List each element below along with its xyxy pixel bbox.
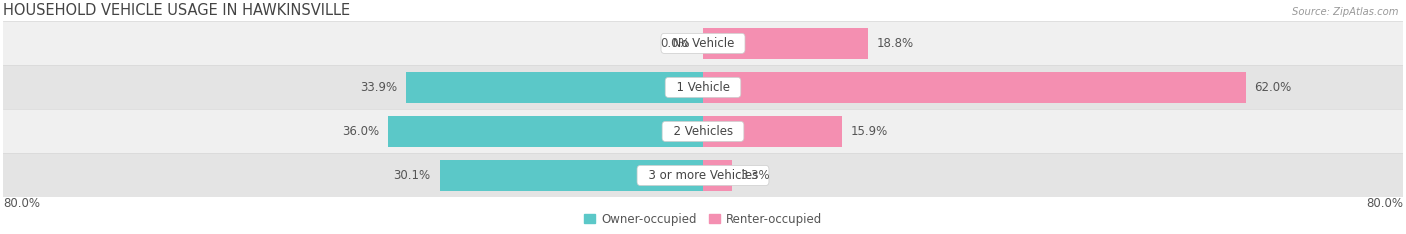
Text: 2 Vehicles: 2 Vehicles [665, 125, 741, 138]
Text: Source: ZipAtlas.com: Source: ZipAtlas.com [1292, 7, 1399, 17]
Text: 0.0%: 0.0% [661, 37, 690, 50]
Text: 30.1%: 30.1% [394, 169, 430, 182]
Bar [703, 72, 1246, 103]
Bar [703, 160, 733, 191]
Bar [3, 154, 1403, 197]
Text: 80.0%: 80.0% [1367, 197, 1403, 211]
Text: 15.9%: 15.9% [851, 125, 889, 138]
Text: 36.0%: 36.0% [342, 125, 380, 138]
Text: 62.0%: 62.0% [1254, 81, 1292, 94]
Text: 18.8%: 18.8% [876, 37, 914, 50]
Text: 1 Vehicle: 1 Vehicle [669, 81, 737, 94]
Text: 33.9%: 33.9% [360, 81, 398, 94]
Legend: Owner-occupied, Renter-occupied: Owner-occupied, Renter-occupied [579, 208, 827, 230]
Text: HOUSEHOLD VEHICLE USAGE IN HAWKINSVILLE: HOUSEHOLD VEHICLE USAGE IN HAWKINSVILLE [3, 3, 350, 18]
Text: 80.0%: 80.0% [3, 197, 39, 211]
Text: 3 or more Vehicles: 3 or more Vehicles [641, 169, 765, 182]
Bar [406, 72, 703, 103]
Text: No Vehicle: No Vehicle [665, 37, 741, 50]
Text: 3.3%: 3.3% [741, 169, 770, 182]
Bar [703, 28, 868, 59]
Bar [3, 66, 1403, 110]
Bar [440, 160, 703, 191]
Bar [3, 21, 1403, 66]
Bar [3, 110, 1403, 154]
Bar [703, 116, 842, 147]
Bar [388, 116, 703, 147]
